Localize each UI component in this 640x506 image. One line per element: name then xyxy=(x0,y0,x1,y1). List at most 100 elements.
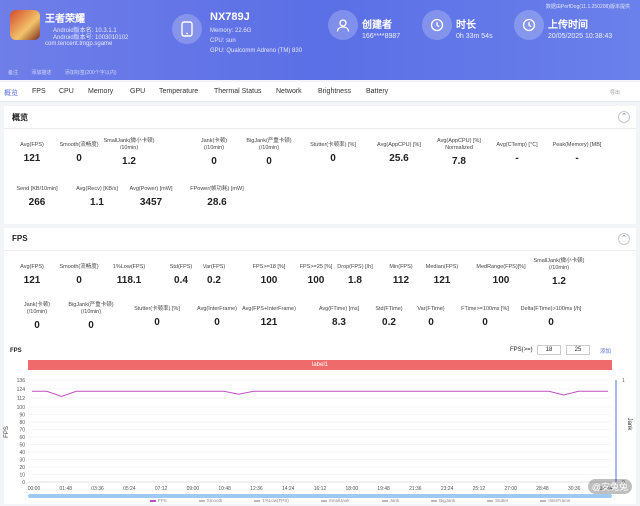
fps-threshold-input-b[interactable]: 25 xyxy=(566,345,590,355)
creator-value: 166****8987 xyxy=(362,33,401,40)
fps-metric: MedRange(FPS)[%] 100 xyxy=(466,264,536,286)
fps-metric: FPS>=18 [%] 100 xyxy=(234,264,304,286)
fps-metric-value: 0 xyxy=(214,317,220,328)
overview-metric: Stutter(卡顿率) [%] 0 xyxy=(298,142,368,164)
y-tick-label: 100 xyxy=(17,405,26,411)
x-tick-label: 18:00 xyxy=(346,486,359,492)
app-version-code: Android版本号: 1003010102 xyxy=(53,35,129,41)
x-tick-label: 12:36 xyxy=(250,486,263,492)
legend-item[interactable]: BigJank xyxy=(431,498,471,503)
fps-divider xyxy=(4,250,636,251)
tab-memory[interactable]: Memory xyxy=(88,88,114,95)
fps-chart-title: FPS xyxy=(10,348,22,354)
legend-swatch xyxy=(381,499,388,502)
fps-metric-value: 1.8 xyxy=(348,275,362,286)
y-axis-label: FPS xyxy=(4,426,10,438)
fps-metric-label: Jank(卡顿) (/10min) xyxy=(23,302,51,315)
fps-metric: Jank(卡顿) (/10min) 0 xyxy=(2,302,72,331)
label-bar[interactable]: label1 xyxy=(28,360,612,370)
overview-metric-label: Stutter(卡顿率) [%] xyxy=(310,142,356,148)
x-tick-label: 00:00 xyxy=(28,486,41,492)
duration-label: 时长 xyxy=(456,20,476,31)
overview-metric-label: Smooth(流畅度) xyxy=(59,142,99,148)
fps-metric-value: 118.1 xyxy=(116,275,142,286)
creator-label: 创建者 xyxy=(362,20,392,31)
fps-metric-value: 0.2 xyxy=(207,275,221,286)
legend-item[interactable]: SmallJank xyxy=(320,498,366,503)
tab-gpu[interactable]: GPU xyxy=(130,88,146,95)
legend-label: FPS xyxy=(158,498,167,503)
overview-metric: Avg(Power) [mW] 3457 xyxy=(116,186,186,208)
fps-metric-value: 121 xyxy=(433,275,451,286)
y-tick-label: 20 xyxy=(19,465,25,471)
fps-metric-label: Std(FPS) xyxy=(169,264,193,270)
overview-metric: FPower(帧功耗) [mW] 28.6 xyxy=(182,186,252,208)
fps-collapse-button[interactable]: ⌃ xyxy=(618,233,630,245)
tab-network[interactable]: Network xyxy=(276,88,302,95)
legend-item[interactable]: Stutter xyxy=(487,498,524,503)
overview-metric-value: 1.2 xyxy=(122,156,136,167)
legend-item[interactable]: 1%Low(FPS) xyxy=(254,498,305,503)
legend-item[interactable]: Smooth xyxy=(198,498,239,503)
fps-threshold-input-a[interactable]: 18 xyxy=(537,345,561,355)
overview-metric: Send [KB/10min] 266 xyxy=(2,186,72,208)
fps-metric-label: Avg(FPS) xyxy=(20,264,44,270)
x-tick-label: 03:36 xyxy=(91,486,104,492)
fps-metric-label: Delta(FTime)>100ms [/h] xyxy=(520,306,582,312)
add-description-link[interactable]: 添加描述 xyxy=(31,70,52,76)
fps-metric: Smooth(流畅度) 0 xyxy=(44,264,114,286)
x-tick-label: 01:48 xyxy=(60,486,73,492)
upload-label: 上传时间 xyxy=(548,20,588,31)
legend-label: Jank xyxy=(389,498,400,503)
fps-metric-value: 100 xyxy=(307,275,325,286)
tab-thermal-status[interactable]: Thermal Status xyxy=(214,88,262,95)
fps-metric: Var(FPS) 0.2 xyxy=(179,264,249,286)
tab-cpu[interactable]: CPU xyxy=(59,88,74,95)
overview-collapse-button[interactable]: ⌃ xyxy=(618,111,630,123)
legend-item[interactable]: InterFrame xyxy=(540,498,586,503)
overview-metric: BigJank(严重卡顿) (/10min) 0 xyxy=(234,138,304,167)
add-tag-link[interactable]: 添加标签(200个字以内) xyxy=(64,70,117,76)
fps-metric-label: Stutter(卡顿率) [%] xyxy=(134,306,180,312)
y-tick-label: 124 xyxy=(17,387,26,393)
x-tick-label: 25:12 xyxy=(473,486,486,492)
tab-overview[interactable]: 概览 xyxy=(4,90,18,97)
fps-metric-label: Median(FPS) xyxy=(425,264,459,270)
overview-metric: Avg(Recv) [KB/s] 1.1 xyxy=(62,186,132,208)
tab-brightness[interactable]: Brightness xyxy=(318,88,352,95)
fps-metric-label: FPS>=18 [%] xyxy=(252,264,286,270)
fps-line-chart: 0102030405060708090100112124136FPS10Jank… xyxy=(4,378,632,498)
x-tick-label: 14:24 xyxy=(282,486,295,492)
legend-item[interactable]: FPS xyxy=(150,498,183,503)
fps-metric: Avg(FPS) 121 xyxy=(0,264,67,286)
fps-metric-value: 100 xyxy=(260,275,278,286)
tab-battery[interactable]: Battery xyxy=(366,88,389,95)
legend-label: SmallJank xyxy=(328,498,350,503)
export-button[interactable]: 导出 xyxy=(609,90,620,96)
tab-temperature[interactable]: Temperature xyxy=(159,88,199,95)
overview-metric: SmallJank(微小卡顿)/10min) 1.2 xyxy=(94,138,164,167)
overview-metric: Avg(FPS) 121 xyxy=(0,142,67,164)
overview-metric: Avg(AppCPU) [%] 25.6 xyxy=(364,142,434,164)
overview-metric-label: Send [KB/10min] xyxy=(16,186,58,192)
legend-label: 1%Low(FPS) xyxy=(262,498,289,503)
fps-metric: Avg(FTime) [ms] 8.3 xyxy=(304,306,374,328)
fps-metric-label: FPS>=25 [%] xyxy=(299,264,333,270)
overview-divider xyxy=(4,128,636,129)
legend-swatch xyxy=(487,499,494,502)
fps-metric: Std(FTime) 0.2 xyxy=(354,306,424,328)
overview-metric-value: 25.6 xyxy=(389,153,409,164)
overview-metric: Peak(Memory) [MB] - xyxy=(542,142,612,164)
legend-item[interactable]: Jank xyxy=(381,498,416,503)
overview-metric-label: Avg(CTemp) [℃] xyxy=(496,142,538,148)
overview-metric-label: Avg(Power) [mW] xyxy=(129,186,173,192)
upload-time-icon xyxy=(514,10,544,40)
tab-fps[interactable]: FPS xyxy=(32,88,46,95)
upload-value: 20/05/2025 10:38:43 xyxy=(548,33,613,40)
overview-metric-value: - xyxy=(575,153,579,164)
user-icon xyxy=(328,10,358,40)
device-memory: Memory: 22.6G xyxy=(210,28,252,34)
fps-threshold-add-button[interactable]: 添加 xyxy=(600,349,612,355)
overview-metric-label: FPower(帧功耗) [mW] xyxy=(190,186,244,192)
legend-swatch xyxy=(320,499,327,502)
